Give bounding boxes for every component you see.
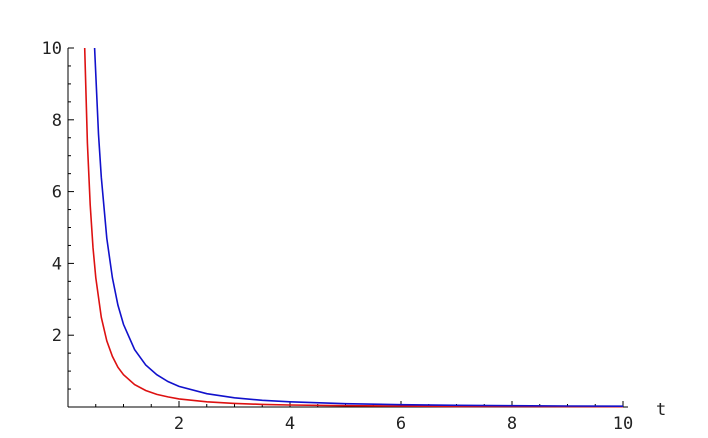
series-line-1 — [83, 47, 624, 408]
x-tick-label: 8 — [507, 414, 517, 434]
y-tick-label: 4 — [52, 254, 62, 274]
y-tick-label: 8 — [52, 111, 62, 131]
y-tick-label: 10 — [42, 39, 62, 59]
series-line-2 — [93, 47, 624, 408]
x-tick-label: 4 — [285, 414, 295, 434]
y-tick-label: 6 — [52, 183, 62, 203]
y-tick-label: 2 — [52, 326, 62, 346]
x-tick-label: 10 — [613, 414, 633, 434]
x-tick-label: 2 — [174, 414, 184, 434]
x-axis-label: t — [656, 400, 666, 420]
x-tick-label: 6 — [396, 414, 406, 434]
